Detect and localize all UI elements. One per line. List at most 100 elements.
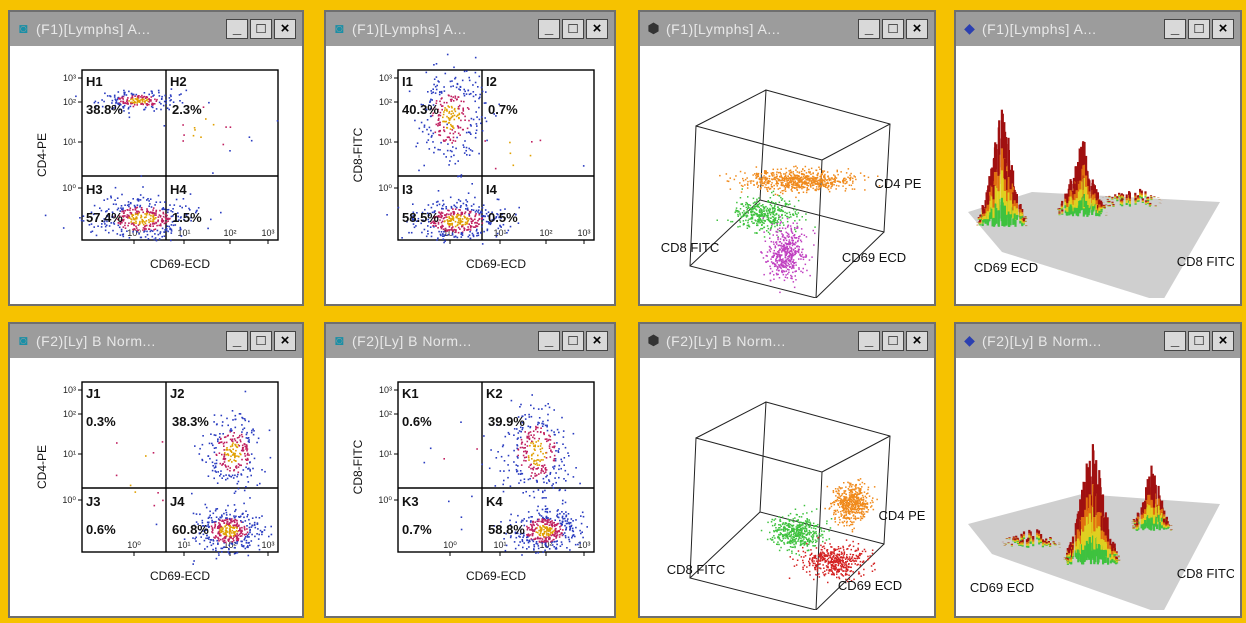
event-dot [787, 203, 790, 206]
event-dot [154, 237, 157, 239]
event-dot [747, 203, 749, 206]
event-dot [140, 214, 142, 217]
event-dot [153, 103, 156, 105]
event-dot [246, 534, 249, 537]
event-dot [547, 419, 549, 422]
window-titlebar[interactable]: ◙ (F1)[Lymphs] A... _ □ × [10, 12, 302, 46]
close-button[interactable]: × [586, 19, 608, 39]
event-dot [738, 210, 740, 213]
event-dot [210, 544, 213, 547]
minimize-button[interactable]: _ [226, 331, 248, 351]
event-dot [486, 229, 489, 232]
event-dot [442, 120, 444, 123]
event-dot [148, 211, 151, 214]
event-dot [115, 102, 117, 104]
event-dot [223, 546, 226, 548]
close-button[interactable]: × [906, 19, 928, 39]
window-titlebar[interactable]: ◙ (F1)[Lymphs] A... _ □ × [326, 12, 614, 46]
event-dot [217, 532, 219, 535]
close-button[interactable]: × [586, 331, 608, 351]
event-dot [212, 444, 214, 447]
minimize-button[interactable]: _ [858, 19, 880, 39]
window-titlebar[interactable]: ◙ (F2)[Ly] B Norm... _ □ × [326, 324, 614, 358]
minimize-button[interactable]: _ [538, 19, 560, 39]
event-dot [458, 209, 460, 211]
close-button[interactable]: × [274, 19, 296, 39]
event-dot [784, 188, 786, 190]
event-dot [806, 178, 809, 181]
event-dot [448, 119, 451, 121]
event-dot [439, 219, 441, 221]
maximize-button[interactable]: □ [562, 19, 584, 39]
event-dot [801, 186, 804, 188]
maximize-button[interactable]: □ [250, 331, 272, 351]
event-dot [454, 110, 457, 113]
y-axis-label: CD4-PE [35, 133, 49, 177]
event-dot [475, 123, 478, 125]
event-dot [543, 433, 545, 436]
event-dot [139, 204, 142, 207]
event-dot [141, 98, 144, 101]
event-dot [781, 190, 783, 192]
event-dot [787, 251, 789, 253]
window-titlebar[interactable]: ⬢ (F1)[Lymphs] A... _ □ × [640, 12, 934, 46]
event-dot [166, 107, 169, 109]
event-dot [245, 433, 248, 436]
minimize-button[interactable]: _ [1164, 19, 1186, 39]
event-dot [471, 222, 473, 224]
minimize-button[interactable]: _ [226, 19, 248, 39]
event-dot [804, 177, 806, 179]
event-dot [461, 79, 464, 82]
event-dot [197, 523, 199, 525]
event-dot [443, 220, 446, 223]
close-button[interactable]: × [274, 331, 296, 351]
event-dot [769, 197, 772, 199]
event-dot [825, 182, 828, 184]
event-dot [218, 540, 220, 542]
event-dot [470, 210, 472, 213]
event-dot [819, 181, 822, 184]
window-titlebar[interactable]: ◙ (F2)[Ly] B Norm... _ □ × [10, 324, 302, 358]
event-dot [776, 273, 778, 276]
event-dot [781, 245, 784, 248]
close-button[interactable]: × [1212, 19, 1234, 39]
event-dot [766, 214, 768, 217]
event-dot [223, 539, 226, 542]
event-dot [151, 103, 153, 106]
event-dot [802, 258, 805, 261]
event-dot [804, 180, 806, 182]
event-dot [138, 100, 141, 102]
maximize-button[interactable]: □ [1188, 19, 1210, 39]
event-dot [225, 441, 228, 444]
maximize-button[interactable]: □ [562, 331, 584, 351]
event-dot [572, 476, 575, 478]
event-dot [103, 199, 105, 201]
event-dot [800, 228, 803, 230]
event-dot [877, 175, 879, 177]
event-dot [461, 218, 464, 220]
event-dot [456, 206, 458, 209]
event-dot [462, 113, 465, 115]
event-dot [147, 100, 149, 103]
event-dot [513, 461, 515, 463]
event-dot [519, 406, 521, 408]
window-titlebar[interactable]: ◆ (F1)[Lymphs] A... _ □ × [956, 12, 1240, 46]
x-tick-label: 10³ [577, 540, 590, 550]
event-dot [144, 230, 146, 232]
event-dot [444, 72, 447, 75]
event-dot [809, 183, 811, 185]
event-dot [220, 527, 222, 529]
event-dot [44, 214, 47, 217]
event-dot [180, 235, 183, 237]
event-dot [775, 259, 777, 262]
event-dot [145, 224, 148, 227]
event-dot [544, 467, 547, 469]
maximize-button[interactable]: □ [250, 19, 272, 39]
event-dot [442, 217, 445, 220]
event-dot [232, 419, 234, 421]
event-dot [231, 454, 234, 456]
minimize-button[interactable]: _ [538, 331, 560, 351]
event-dot [837, 173, 839, 176]
event-dot [766, 218, 768, 221]
maximize-button[interactable]: □ [882, 19, 904, 39]
